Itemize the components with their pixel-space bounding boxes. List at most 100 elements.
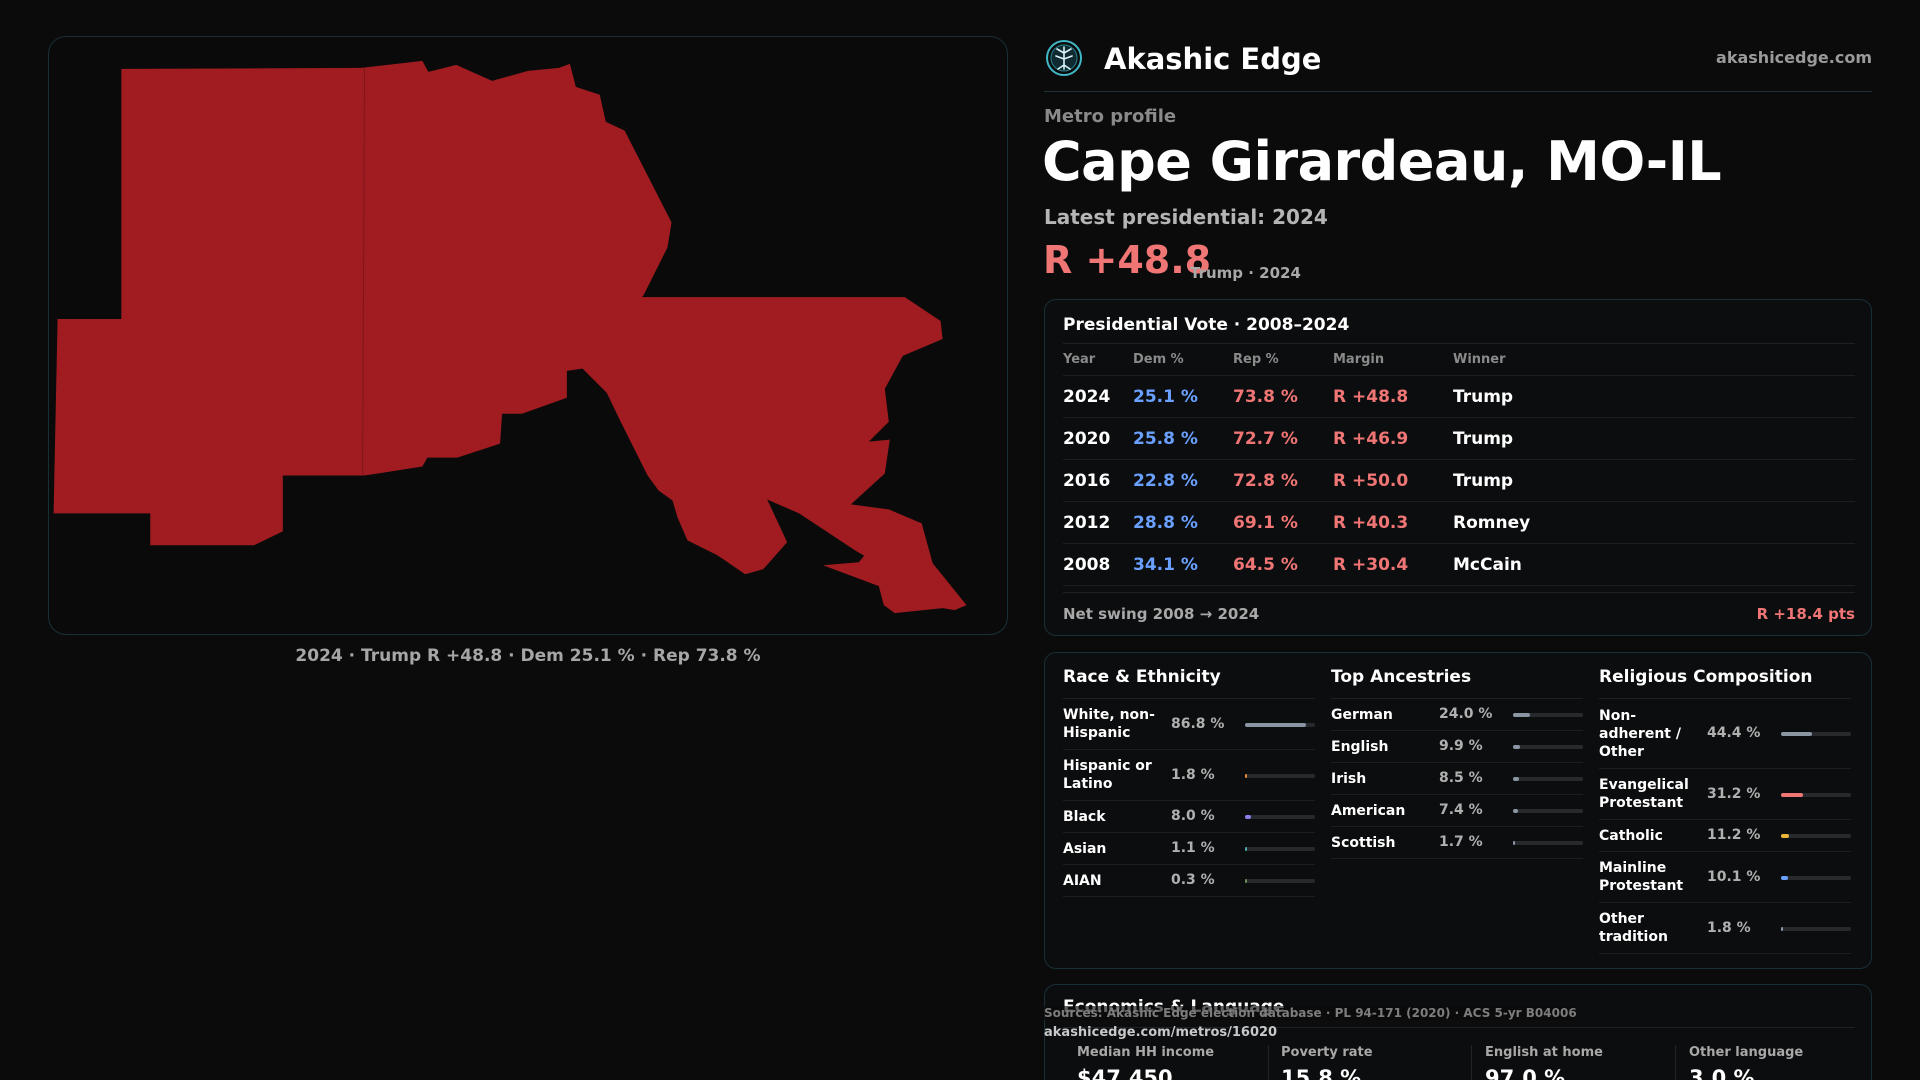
county-shape xyxy=(563,297,967,614)
vote-table-header: Year Dem % Rep % Margin Winner xyxy=(1063,344,1855,376)
county-shape xyxy=(575,299,609,364)
row-value: 1.8 % xyxy=(1171,766,1215,783)
cell-winner: Romney xyxy=(1453,513,1531,533)
cell-year: 2012 xyxy=(1063,513,1111,533)
row-label: Irish xyxy=(1331,771,1367,787)
column-header-margin: Margin xyxy=(1333,352,1385,367)
bar-fill xyxy=(1513,745,1520,749)
bar-track xyxy=(1781,875,1851,880)
cell-margin: R +40.3 xyxy=(1333,513,1409,533)
footer-url-link[interactable]: akashicedge.com/metros/16020 xyxy=(1044,1025,1278,1040)
row-label: American xyxy=(1331,803,1406,819)
row-label: English xyxy=(1331,739,1389,755)
divider xyxy=(1268,1045,1269,1080)
net-swing: Net swing 2008 → 2024 R +18.4 pts xyxy=(1063,592,1855,623)
column-header-year: Year xyxy=(1063,352,1096,367)
top-ancestries-title: Top Ancestries xyxy=(1331,667,1583,699)
list-item: English 9.9 % xyxy=(1331,731,1583,763)
cell-year: 2016 xyxy=(1063,471,1111,491)
akashic-tree-icon[interactable] xyxy=(1044,38,1084,78)
econ-stat-label: Median HH income xyxy=(1077,1045,1215,1060)
list-item: Scottish 1.7 % xyxy=(1331,827,1583,859)
bar-track xyxy=(1245,847,1315,851)
bar-track xyxy=(1513,841,1583,845)
row-value: 1.1 % xyxy=(1171,840,1215,856)
bar-fill xyxy=(1245,722,1306,727)
list-item: Irish 8.5 % xyxy=(1331,763,1583,795)
race-ethnicity-title: Race & Ethnicity xyxy=(1063,667,1315,699)
econ-stat-label: Other language xyxy=(1689,1045,1804,1060)
cell-dem: 25.8 % xyxy=(1133,429,1198,449)
sources-note: Sources: Akashic Edge election database … xyxy=(1044,1006,1577,1020)
table-row: 2008 34.1 % 64.5 % R +30.4 McCain xyxy=(1063,544,1855,586)
bar-fill xyxy=(1781,792,1803,797)
row-label: Other tradition xyxy=(1599,911,1668,945)
table-row: 2016 22.8 % 72.8 % R +50.0 Trump xyxy=(1063,460,1855,502)
list-item: White, non-Hispanic 86.8 % xyxy=(1063,699,1315,750)
row-label: Non-adherent / Other xyxy=(1599,708,1681,760)
bar-fill xyxy=(1513,713,1530,717)
bar-fill xyxy=(1245,773,1247,778)
row-value: 9.9 % xyxy=(1439,738,1483,754)
bar-track xyxy=(1781,792,1851,797)
table-row: 2024 25.1 % 73.8 % R +48.8 Trump xyxy=(1063,376,1855,418)
econ-stat-label: English at home xyxy=(1485,1045,1603,1060)
row-label: Black xyxy=(1063,809,1106,825)
bar-fill xyxy=(1781,875,1789,880)
bar-track xyxy=(1513,745,1583,749)
bar-track xyxy=(1781,834,1851,838)
demographics-card: Race & Ethnicity White, non-Hispanic 86.8… xyxy=(1044,652,1872,969)
divider xyxy=(1675,1045,1676,1080)
cell-rep: 64.5 % xyxy=(1233,555,1298,575)
econ-stat-value: $47,450 xyxy=(1077,1066,1173,1080)
bar-track xyxy=(1245,722,1315,727)
bar-fill xyxy=(1513,809,1519,813)
list-item: AIAN 0.3 % xyxy=(1063,865,1315,897)
row-label: White, non-Hispanic xyxy=(1063,707,1155,741)
row-value: 24.0 % xyxy=(1439,706,1493,722)
list-item: Evangelical Protestant 31.2 % xyxy=(1599,769,1851,820)
vote-card-title: Presidential Vote · 2008–2024 xyxy=(1063,315,1350,335)
bar-track xyxy=(1245,773,1315,778)
county-shape xyxy=(53,67,365,546)
row-value: 1.8 % xyxy=(1707,919,1751,936)
table-row: 2012 28.8 % 69.1 % R +40.3 Romney xyxy=(1063,502,1855,544)
econ-stat-value: 3.0 % xyxy=(1689,1066,1755,1080)
table-row: 2020 25.8 % 72.7 % R +46.9 Trump xyxy=(1063,418,1855,460)
bar-fill xyxy=(1513,777,1519,781)
row-label: Catholic xyxy=(1599,828,1663,844)
row-value: 8.5 % xyxy=(1439,770,1483,786)
cell-margin: R +48.8 xyxy=(1333,387,1409,407)
divider xyxy=(1063,1027,1855,1028)
cell-winner: Trump xyxy=(1453,429,1514,449)
row-label: Hispanic or Latino xyxy=(1063,758,1152,792)
bar-fill xyxy=(1781,732,1813,736)
row-value: 1.7 % xyxy=(1439,834,1483,850)
divider xyxy=(1471,1045,1472,1080)
cell-rep: 69.1 % xyxy=(1233,513,1298,533)
econ-stat-english-at-home: English at home 97.0 % xyxy=(1485,1045,1603,1080)
top-ancestries-panel: Top Ancestries German 24.0 % English 9.9 % I… xyxy=(1331,667,1583,859)
page-title: Cape Girardeau, MO-IL xyxy=(1042,130,1722,193)
list-item: American 7.4 % xyxy=(1331,795,1583,827)
econ-stat-other-language: Other language 3.0 % xyxy=(1689,1045,1803,1080)
row-label: Mainline Protestant xyxy=(1599,860,1684,894)
row-value: 7.4 % xyxy=(1439,802,1483,818)
list-item: Non-adherent / Other 44.4 % xyxy=(1599,699,1851,769)
bar-fill xyxy=(1245,815,1251,819)
econ-stat-label: Poverty rate xyxy=(1281,1045,1373,1060)
cell-margin: R +30.4 xyxy=(1333,555,1409,575)
bar-fill xyxy=(1245,879,1247,883)
list-item: German 24.0 % xyxy=(1331,699,1583,731)
brand-name[interactable]: Akashic Edge xyxy=(1104,42,1322,76)
metro-map[interactable] xyxy=(48,36,1008,635)
row-value: 0.3 % xyxy=(1171,872,1215,888)
cell-margin: R +50.0 xyxy=(1333,471,1409,491)
row-value: 10.1 % xyxy=(1707,868,1761,885)
row-label: Asian xyxy=(1063,841,1107,857)
bar-fill xyxy=(1781,926,1783,931)
row-value: 44.4 % xyxy=(1707,725,1761,741)
brand-site-link[interactable]: akashicedge.com xyxy=(1716,48,1872,67)
county-map[interactable] xyxy=(49,37,1007,634)
cell-rep: 73.8 % xyxy=(1233,387,1298,407)
